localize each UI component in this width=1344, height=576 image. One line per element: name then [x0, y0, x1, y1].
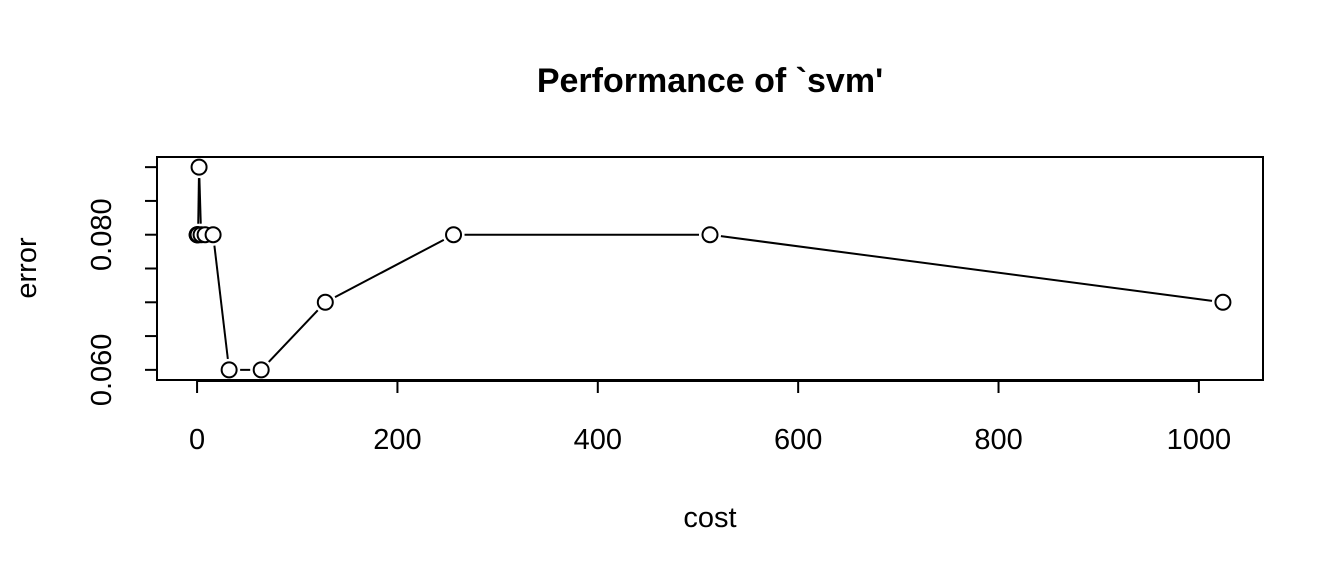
- series-line: [197, 178, 1213, 371]
- y-tick-label: 0.060: [86, 334, 118, 407]
- chart-title: Performance of `svm': [537, 62, 883, 100]
- plot-frame: [156, 156, 1264, 381]
- data-points: [188, 158, 1232, 379]
- y-tick-label: 0.080: [86, 198, 118, 271]
- x-axis: 0 200 400 600 800 1000: [189, 380, 1232, 456]
- x-axis-label: cost: [683, 502, 736, 534]
- series-segment: [198, 178, 202, 224]
- x-tick-label: 1000: [1167, 424, 1232, 456]
- x-tick-label: 400: [574, 424, 622, 456]
- data-point: [1214, 293, 1232, 311]
- x-tick-label: 600: [774, 424, 822, 456]
- data-point: [190, 158, 208, 176]
- data-point: [445, 226, 463, 244]
- data-point: [316, 293, 334, 311]
- x-tick-label: 200: [373, 424, 421, 456]
- data-point: [701, 226, 719, 244]
- data-point: [252, 361, 270, 379]
- series-segment: [720, 235, 1213, 302]
- data-point: [220, 361, 238, 379]
- series-segment: [213, 245, 229, 360]
- data-point: [204, 226, 222, 244]
- x-tick-label: 0: [189, 424, 205, 456]
- y-axis: 0.060 0.080: [86, 166, 158, 407]
- y-axis-label: error: [11, 237, 43, 299]
- series-segment: [268, 309, 319, 363]
- x-tick-label: 800: [974, 424, 1022, 456]
- series-segment: [334, 238, 445, 299]
